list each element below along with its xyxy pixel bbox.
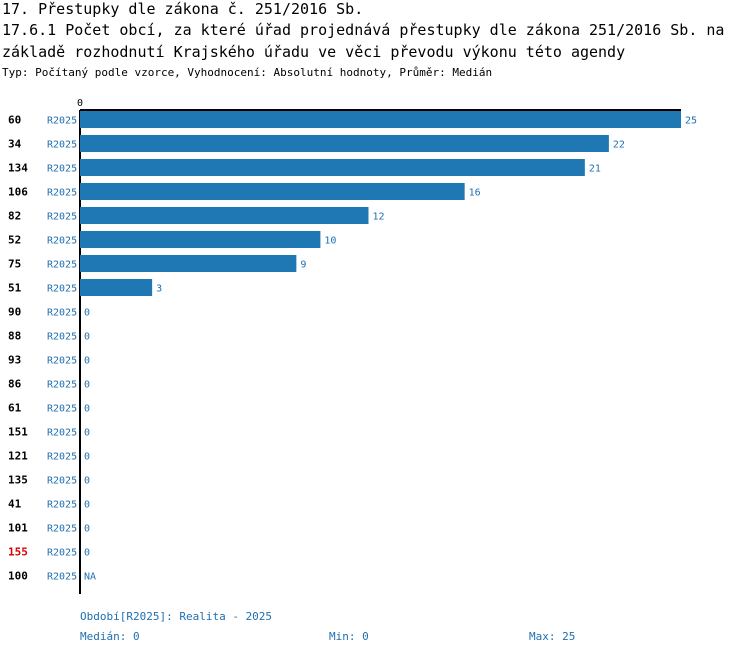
row-series-label: R2025 bbox=[47, 116, 77, 127]
row-category-label: 52 bbox=[8, 234, 21, 247]
row-category-label: 121 bbox=[8, 450, 28, 463]
row-series-label: R2025 bbox=[47, 356, 77, 367]
bar bbox=[80, 231, 321, 248]
axis-zero-tick-label: 0 bbox=[77, 98, 83, 109]
row-category-label: 106 bbox=[8, 186, 28, 199]
row-category-label: 101 bbox=[8, 522, 28, 535]
bar bbox=[80, 159, 585, 176]
bar-value-label: 0 bbox=[84, 380, 90, 391]
row-series-label: R2025 bbox=[47, 284, 77, 295]
row-series-label: R2025 bbox=[47, 188, 77, 199]
row-category-label: 93 bbox=[8, 354, 21, 367]
bar-value-label: 0 bbox=[84, 404, 90, 415]
row-category-label: 86 bbox=[8, 378, 22, 391]
bar bbox=[80, 279, 153, 296]
bar bbox=[80, 111, 681, 128]
footer-min: Min: 0 bbox=[329, 630, 369, 643]
bar-value-label: 0 bbox=[84, 500, 90, 511]
bar-value-label: 0 bbox=[84, 476, 90, 487]
bar-value-label: 9 bbox=[300, 260, 306, 271]
row-series-label: R2025 bbox=[47, 236, 77, 247]
chart-title-line-3: základě rozhodnutí Krajského úřadu ve vě… bbox=[2, 43, 626, 61]
footer-period: Období[R2025]: Realita - 2025 bbox=[80, 610, 273, 623]
bar-value-label: 22 bbox=[613, 140, 625, 151]
bar-value-label: 0 bbox=[84, 452, 90, 463]
chart-title-line-1: 17. Přestupky dle zákona č. 251/2016 Sb. bbox=[2, 0, 364, 18]
row-category-label: 135 bbox=[8, 474, 28, 487]
row-series-label: R2025 bbox=[47, 428, 77, 439]
row-category-label: 34 bbox=[8, 138, 22, 151]
bar bbox=[80, 207, 369, 224]
bar-value-label: 0 bbox=[84, 308, 90, 319]
row-series-label: R2025 bbox=[47, 380, 77, 391]
row-series-label: R2025 bbox=[47, 212, 77, 223]
row-series-label: R2025 bbox=[47, 140, 77, 151]
row-series-label: R2025 bbox=[47, 452, 77, 463]
row-category-label: 41 bbox=[8, 498, 22, 511]
row-category-label: 155 bbox=[8, 546, 28, 559]
row-series-label: R2025 bbox=[47, 404, 77, 415]
row-category-label: 151 bbox=[8, 426, 28, 439]
bar-value-label: NA bbox=[84, 572, 96, 583]
row-series-label: R2025 bbox=[47, 164, 77, 175]
bar-value-label: 0 bbox=[84, 356, 90, 367]
bar-value-label: 3 bbox=[156, 284, 162, 295]
bar-value-label: 25 bbox=[685, 116, 697, 127]
row-series-label: R2025 bbox=[47, 500, 77, 511]
row-series-label: R2025 bbox=[47, 332, 77, 343]
bar bbox=[80, 255, 297, 272]
bar-value-label: 0 bbox=[84, 428, 90, 439]
row-series-label: R2025 bbox=[47, 260, 77, 271]
row-category-label: 82 bbox=[8, 210, 21, 223]
row-category-label: 51 bbox=[8, 282, 22, 295]
row-series-label: R2025 bbox=[47, 572, 77, 583]
row-category-label: 75 bbox=[8, 258, 21, 271]
row-category-label: 134 bbox=[8, 162, 28, 175]
row-series-label: R2025 bbox=[47, 476, 77, 487]
bar-value-label: 12 bbox=[372, 212, 384, 223]
footer-max: Max: 25 bbox=[529, 630, 576, 643]
row-category-label: 100 bbox=[8, 570, 28, 583]
row-series-label: R2025 bbox=[47, 524, 77, 535]
bar-value-label: 0 bbox=[84, 332, 90, 343]
bar bbox=[80, 135, 609, 152]
chart-title-line-2: 17.6.1 Počet obcí, za které úřad projedn… bbox=[2, 21, 725, 39]
row-category-label: 88 bbox=[8, 330, 21, 343]
bar-value-label: 0 bbox=[84, 548, 90, 559]
bar-value-label: 10 bbox=[324, 236, 336, 247]
row-category-label: 60 bbox=[8, 114, 21, 127]
row-series-label: R2025 bbox=[47, 308, 77, 319]
row-category-label: 61 bbox=[8, 402, 22, 415]
chart-subtitle: Typ: Počítaný podle vzorce, Vyhodnocení:… bbox=[2, 66, 493, 79]
bar bbox=[80, 183, 465, 200]
bar-value-label: 0 bbox=[84, 524, 90, 535]
row-series-label: R2025 bbox=[47, 548, 77, 559]
row-category-label: 90 bbox=[8, 306, 21, 319]
bar-value-label: 16 bbox=[469, 188, 481, 199]
footer-median: Medián: 0 bbox=[80, 630, 140, 643]
bar-value-label: 21 bbox=[589, 164, 601, 175]
